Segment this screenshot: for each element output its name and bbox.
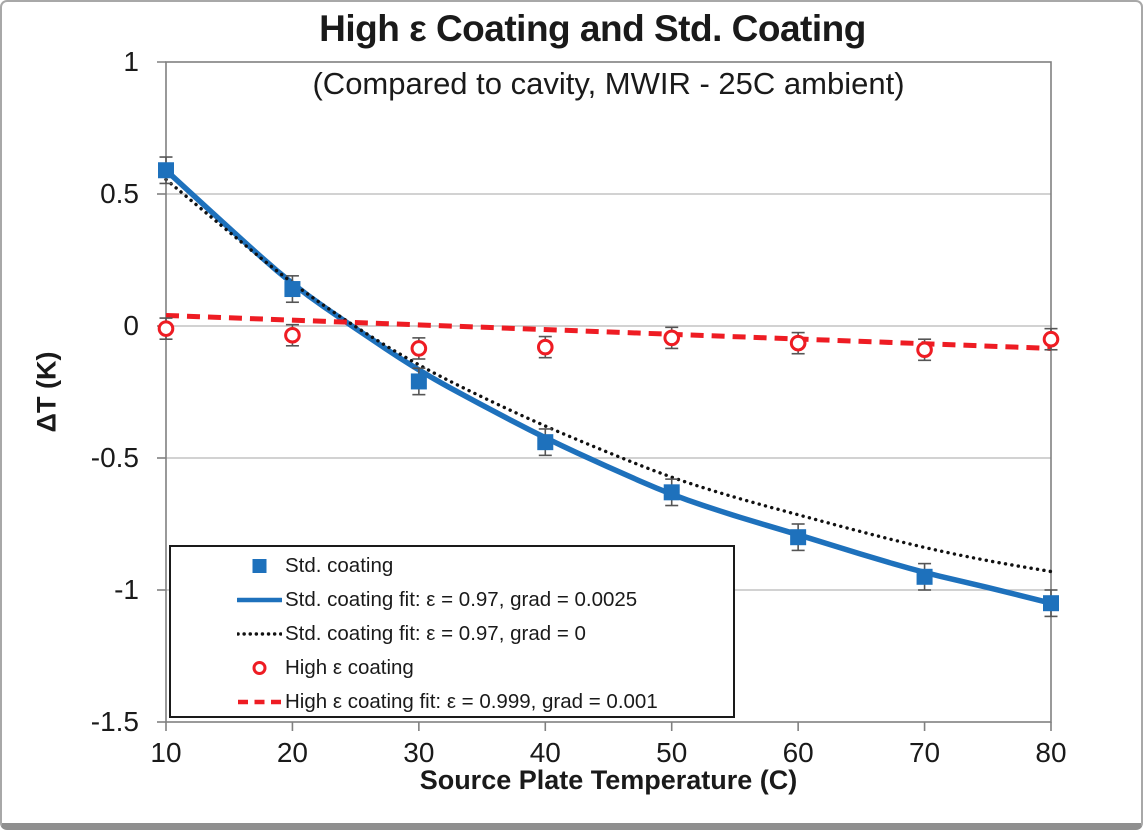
y-tick-label: -0.5 <box>90 442 139 473</box>
plot-border <box>165 61 1052 723</box>
legend-item-label: Std. coating fit: ε = 0.97, grad = 0 <box>285 622 586 645</box>
legend: Std. coating Std. coating fit: ε = 0.97, … <box>169 545 735 718</box>
data-point-square <box>410 373 427 390</box>
x-tick-label: 60 <box>782 737 814 768</box>
x-tick-label: 80 <box>1035 737 1067 768</box>
data-point-square <box>790 529 807 546</box>
legend-item: Std. coating <box>171 549 733 583</box>
legend-item-label: High ε coating fit: ε = 0.999, grad = 0.… <box>285 690 658 713</box>
legend-item-label: High ε coating <box>285 656 414 679</box>
data-point-square <box>663 484 680 501</box>
x-tick-label: 70 <box>908 737 941 768</box>
legend-item: Std. coating fit: ε = 0.97, grad = 0 <box>171 617 733 651</box>
data-point-circle <box>1042 330 1060 348</box>
x-tick-label: 50 <box>656 737 688 768</box>
fit-line-dashed <box>165 312 1052 351</box>
legend-item-label: Std. coating <box>285 554 394 577</box>
y-tick-label: 0 <box>123 310 139 341</box>
data-point-circle <box>663 329 681 347</box>
legend-symbol-filled-square <box>237 555 282 577</box>
y-tick-label: 0.5 <box>100 178 139 209</box>
chart-subtitle: (Compared to cavity, MWIR - 25C ambient) <box>312 66 905 101</box>
x-tick-label: 30 <box>403 737 435 768</box>
legend-symbol-open-circle <box>237 657 282 679</box>
legend-item-label: Std. coating fit: ε = 0.97, grad = 0.002… <box>285 588 638 611</box>
data-point-square <box>284 281 301 298</box>
legend-item: High ε coating fit: ε = 0.999, grad = 0.… <box>171 685 733 719</box>
fit-line-solid <box>163 167 1054 606</box>
x-tick-label: 40 <box>529 737 561 768</box>
y-tick-label: -1 <box>114 574 139 605</box>
data-point-circle <box>536 338 554 356</box>
legend-symbol-line-solid <box>235 589 284 611</box>
y-tick-label: -1.5 <box>90 706 139 737</box>
legend-symbol-line-dotted <box>236 623 283 645</box>
legend-marker <box>252 661 267 675</box>
legend-item: Std. coating fit: ε = 0.97, grad = 0.002… <box>171 583 733 617</box>
x-tick-label: 10 <box>150 737 182 768</box>
data-point-square <box>916 568 933 585</box>
legend-item: High ε coating <box>171 651 733 685</box>
chart-title: High ε Coating and Std. Coating <box>319 8 866 49</box>
fit-line-dotted <box>164 177 1053 574</box>
data-point-square <box>158 162 174 179</box>
data-point-circle <box>284 326 301 344</box>
data-point-circle <box>916 341 933 359</box>
x-axis-title: Source Plate Temperature (C) <box>419 765 798 795</box>
y-tick-label: 1 <box>123 46 139 77</box>
legend-marker <box>252 559 267 573</box>
data-point-circle <box>789 334 807 352</box>
data-point-circle <box>410 340 428 357</box>
legend-symbol-line-dashed <box>237 691 282 713</box>
data-point-square <box>537 434 554 451</box>
data-point-circle <box>157 320 175 337</box>
y-axis-title: ΔT (K) <box>31 351 62 433</box>
x-tick-label: 20 <box>276 737 308 768</box>
data-point-square <box>1043 595 1059 612</box>
